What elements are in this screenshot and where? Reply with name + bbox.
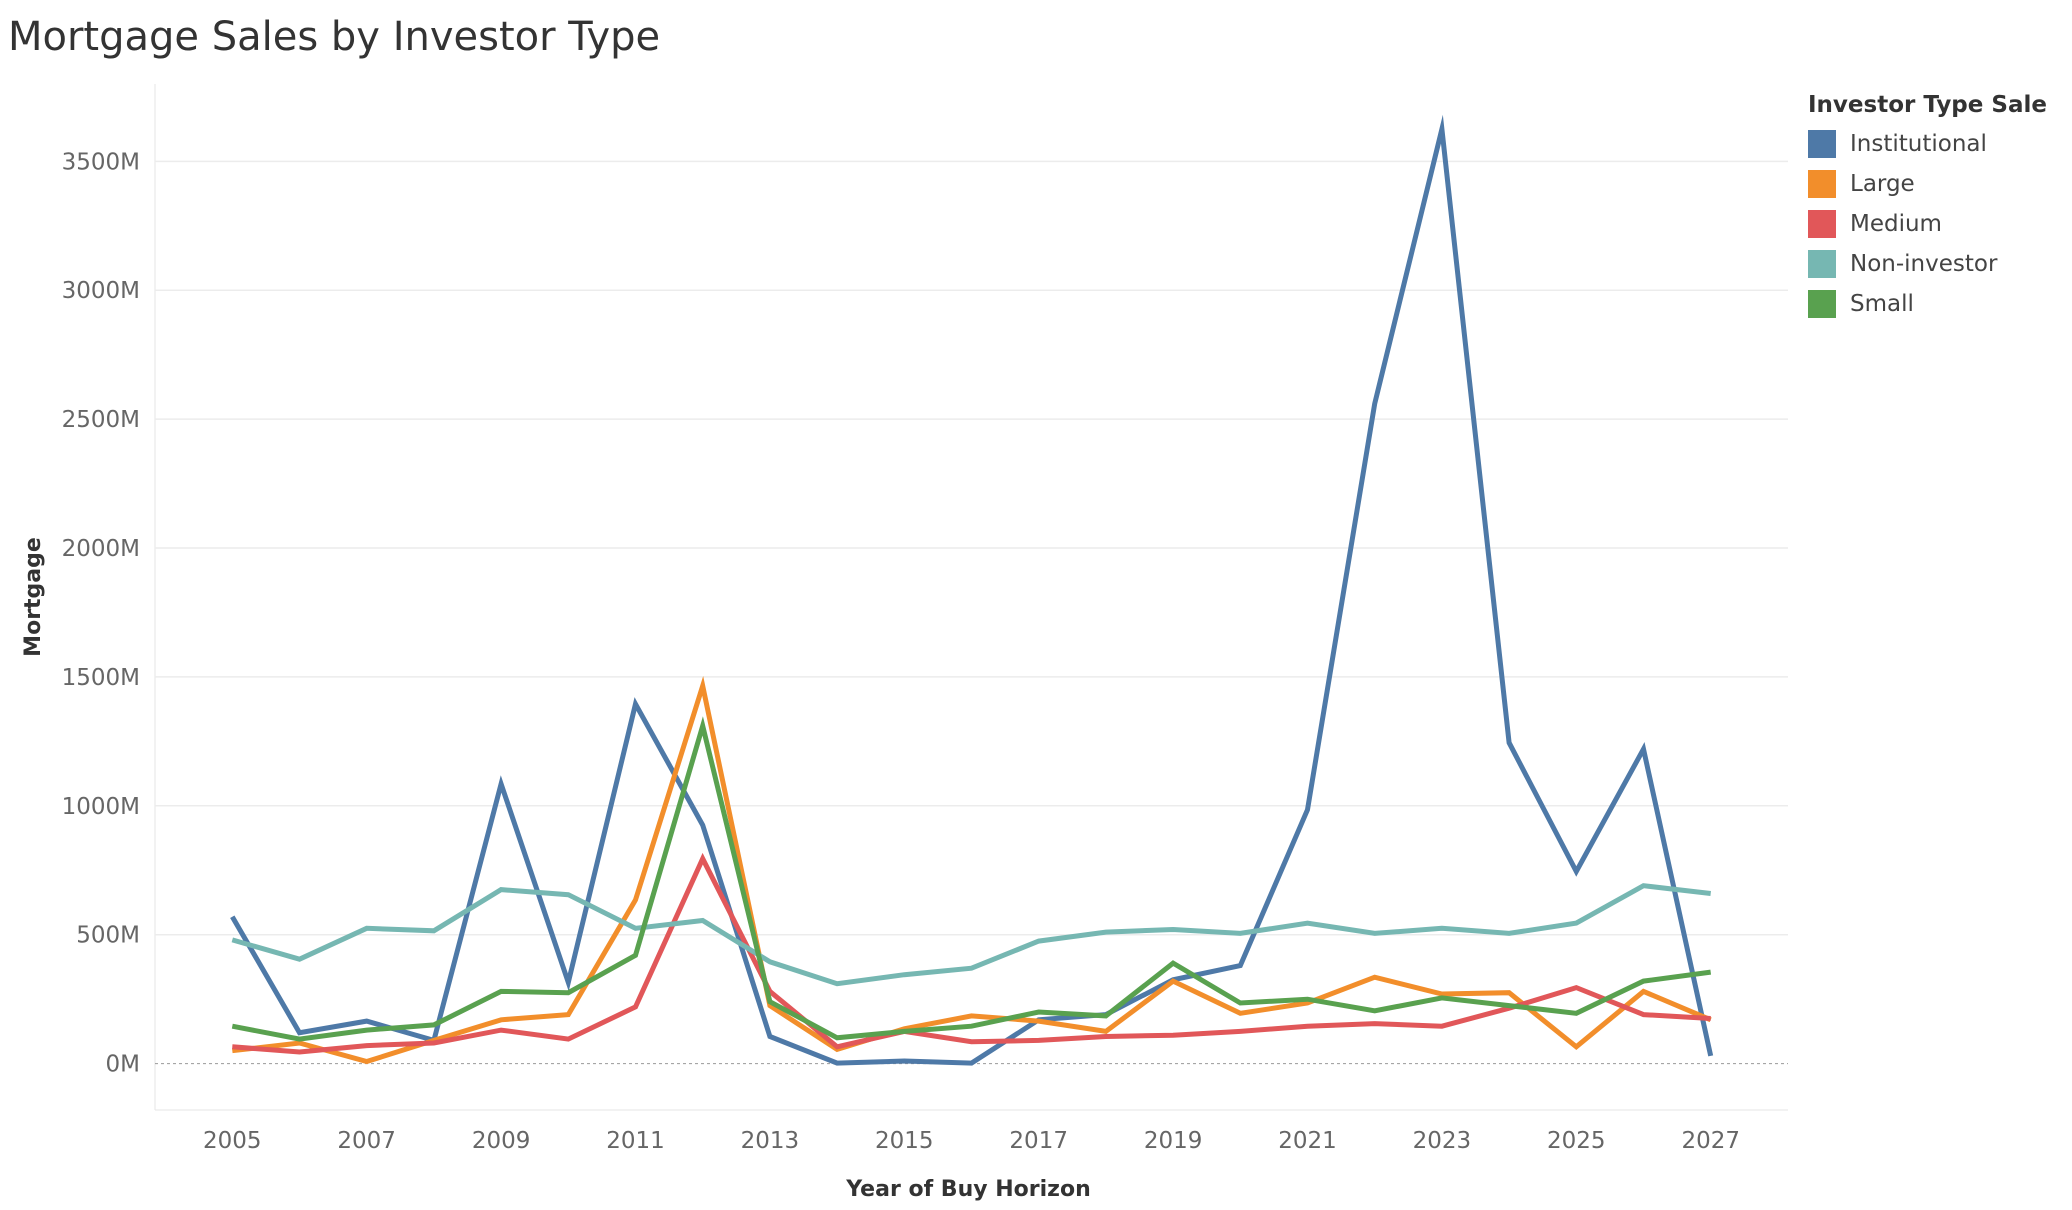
legend-swatch <box>1808 170 1836 198</box>
legend-item-small[interactable]: Small <box>1808 284 2047 324</box>
x-tick-label: 2015 <box>875 1128 934 1154</box>
x-tick-label: 2011 <box>606 1128 665 1154</box>
legend-label: Large <box>1850 171 1915 197</box>
x-axis-title: Year of Buy Horizon <box>845 1177 1090 1202</box>
legend-swatch <box>1808 290 1836 318</box>
x-tick-label: 2013 <box>741 1128 800 1154</box>
y-tick-label: 3000M <box>62 278 140 304</box>
y-tick-label: 2500M <box>62 407 140 433</box>
legend-title: Investor Type Sale <box>1808 92 2047 118</box>
series-line-non-investor[interactable] <box>231 883 1711 987</box>
series-line-institutional[interactable] <box>230 114 1714 1066</box>
x-tick-label: 2025 <box>1547 1128 1606 1154</box>
grid-layer <box>154 84 1788 1111</box>
legend-label: Non-investor <box>1850 251 1998 277</box>
legend-label: Small <box>1850 291 1914 317</box>
y-tick-label: 3500M <box>62 149 140 175</box>
y-tick-label: 2000M <box>62 536 140 562</box>
series-line-large[interactable] <box>232 676 1712 1065</box>
legend-item-non-investor[interactable]: Non-investor <box>1808 244 2047 284</box>
x-tick-label: 2017 <box>1009 1128 1068 1154</box>
legend-item-institutional[interactable]: Institutional <box>1808 124 2047 164</box>
series-line-small[interactable] <box>231 716 1712 1042</box>
x-tick-label: 2009 <box>472 1128 531 1154</box>
x-tick-label: 2021 <box>1278 1128 1337 1154</box>
x-tick-label: 2023 <box>1413 1128 1472 1154</box>
line-chart: 2005 2007 2009 2011 2013 2015 2017 2019 2021 2023… <box>21 84 1788 1202</box>
page-title: Mortgage Sales by Investor Type <box>8 14 661 60</box>
y-tick-label: 1500M <box>62 665 140 691</box>
legend-items: Institutional Large Medium Non-investor Smal… <box>1808 124 2047 324</box>
y-axis-title: Mortgage <box>21 537 46 657</box>
series-lines <box>230 114 1714 1066</box>
y-tick-label: 0M <box>106 1052 140 1078</box>
legend-swatch <box>1808 130 1836 158</box>
legend-label: Medium <box>1850 211 1942 237</box>
legend-swatch <box>1808 210 1836 238</box>
legend-item-large[interactable]: Large <box>1808 164 2047 204</box>
legend-swatch <box>1808 250 1836 278</box>
y-tick-label: 1000M <box>62 794 140 820</box>
x-tick-label: 2007 <box>337 1128 396 1154</box>
y-axis: 0M 500M 1000M 1500M 2000M 2500M 3000M 3500M <box>62 149 140 1077</box>
y-tick-label: 500M <box>76 923 140 949</box>
x-tick-label: 2005 <box>203 1128 262 1154</box>
x-tick-label: 2019 <box>1144 1128 1203 1154</box>
legend-item-medium[interactable]: Medium <box>1808 204 2047 244</box>
legend-label: Institutional <box>1850 131 1987 157</box>
x-axis: 2005 2007 2009 2011 2013 2015 2017 2019 2021 2023… <box>203 1128 1740 1154</box>
series-line-medium[interactable] <box>232 852 1711 1055</box>
legend: Investor Type Sale Institutional Large Med… <box>1808 92 2047 324</box>
x-tick-label: 2027 <box>1681 1128 1740 1154</box>
